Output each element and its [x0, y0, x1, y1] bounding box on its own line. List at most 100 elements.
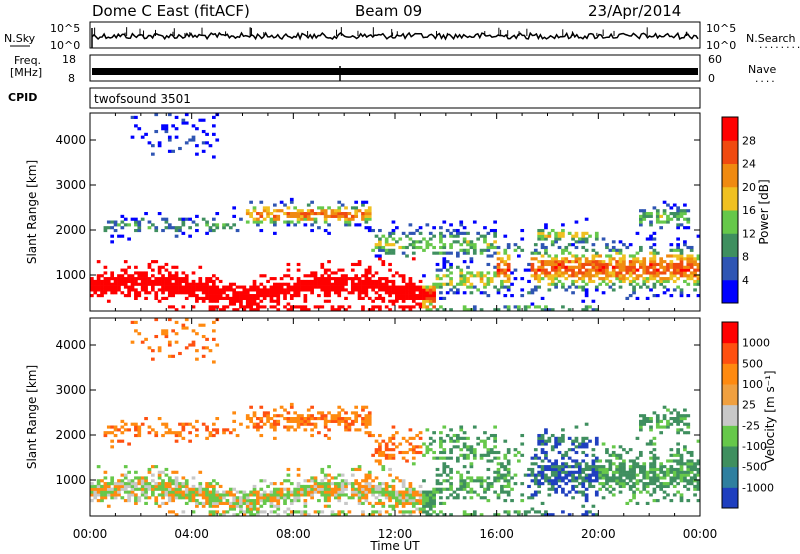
scatter-cell — [442, 265, 447, 269]
scatter-cell — [486, 294, 491, 298]
scatter-cell — [151, 465, 155, 469]
scatter-cell — [340, 274, 345, 278]
scatter-cell — [449, 484, 453, 489]
scatter-cell — [205, 279, 209, 284]
scatter-cell — [594, 490, 599, 494]
scatter-cell — [401, 493, 406, 497]
scatter-cell — [184, 326, 189, 330]
scatter-cell — [574, 254, 579, 258]
colorbar-swatch — [722, 425, 738, 447]
scatter-cell — [605, 473, 609, 477]
scatter-cell — [157, 299, 162, 303]
scatter-cell — [167, 113, 172, 117]
scatter-cell — [540, 271, 545, 275]
scatter-cell — [486, 499, 491, 503]
scatter-cell — [388, 243, 392, 247]
scatter-cell — [533, 482, 538, 486]
scatter-cell — [215, 482, 220, 486]
scatter-cell — [134, 482, 138, 486]
scatter-cell — [533, 305, 538, 309]
scatter-cell — [408, 487, 413, 491]
scatter-cell — [239, 504, 243, 508]
scatter-cell — [666, 425, 670, 429]
scatter-cell — [574, 425, 579, 429]
scatter-cell — [683, 484, 687, 489]
scatter-cell — [374, 490, 379, 494]
scatter-cell — [188, 226, 192, 230]
scatter-cell — [378, 448, 382, 452]
scatter-cell — [411, 288, 416, 292]
scatter-cell — [696, 282, 701, 286]
scatter-cell — [344, 493, 348, 497]
scatter-cell — [506, 277, 511, 281]
scatter-cell — [605, 479, 609, 483]
scatter-cell — [391, 490, 396, 494]
scatter-cell — [249, 513, 253, 517]
scatter-cell — [432, 490, 436, 494]
scatter-cell — [676, 419, 680, 423]
scatter-cell — [350, 217, 355, 221]
scatter-cell — [167, 285, 172, 289]
scatter-cell — [384, 282, 389, 286]
scatter-cell — [581, 484, 586, 489]
scatter-cell — [530, 456, 535, 460]
scatter-cell — [635, 257, 640, 261]
scatter-cell — [320, 467, 325, 472]
scatter-cell — [344, 425, 348, 429]
scatter-cell — [337, 405, 342, 409]
scatter-cell — [134, 425, 138, 429]
scatter-cell — [330, 271, 335, 275]
scatter-cell — [649, 439, 653, 443]
scatter-cell — [401, 299, 406, 303]
scatter-cell — [367, 212, 372, 216]
scatter-cell — [357, 296, 362, 300]
scatter-cell — [652, 231, 657, 235]
scatter-cell — [510, 487, 514, 491]
scatter-cell — [649, 442, 653, 446]
scatter-cell — [317, 212, 321, 216]
scatter-cell — [584, 305, 589, 309]
scatter-cell — [171, 490, 176, 494]
scatter-cell — [378, 510, 382, 514]
scatter-cell — [256, 493, 260, 497]
scatter-cell — [479, 308, 484, 312]
scatter-cell — [537, 465, 542, 469]
scatter-cell — [127, 279, 131, 284]
scatter-cell — [510, 476, 514, 480]
scatter-cell — [639, 214, 643, 218]
scatter-cell — [269, 501, 274, 505]
scatter-cell — [666, 214, 670, 218]
scatter-cell — [222, 223, 226, 227]
scatter-cell — [669, 217, 674, 221]
scatter-cell — [679, 251, 684, 255]
scatter-cell — [591, 462, 596, 466]
scatter-cell — [432, 499, 436, 503]
scatter-cell — [117, 487, 121, 491]
scatter-cell — [215, 291, 220, 295]
scatter-cell — [293, 212, 298, 216]
scatter-cell — [161, 228, 165, 233]
scatter-cell — [395, 288, 399, 292]
scatter-cell — [581, 245, 586, 250]
scatter-cell — [540, 231, 545, 235]
colorbar-tick-label: 12 — [742, 227, 756, 240]
scatter-cell — [127, 294, 131, 298]
scatter-cell — [598, 277, 603, 281]
scatter-cell — [127, 428, 131, 432]
scatter-cell — [245, 414, 250, 418]
scatter-cell — [591, 262, 596, 267]
scatter-cell — [164, 129, 169, 134]
scatter-cell — [679, 467, 684, 472]
scatter-cell — [540, 476, 545, 480]
scatter-cell — [205, 220, 209, 224]
scatter-cell — [388, 504, 392, 508]
scatter-cell — [371, 248, 375, 252]
scatter-cell — [401, 490, 406, 494]
scatter-cell — [164, 124, 169, 128]
scatter-cell — [483, 234, 487, 238]
scatter-cell — [544, 245, 548, 250]
scatter-cell — [127, 484, 131, 489]
scatter-cell — [323, 493, 328, 497]
scatter-cell — [683, 479, 687, 483]
scatter-cell — [303, 212, 308, 216]
